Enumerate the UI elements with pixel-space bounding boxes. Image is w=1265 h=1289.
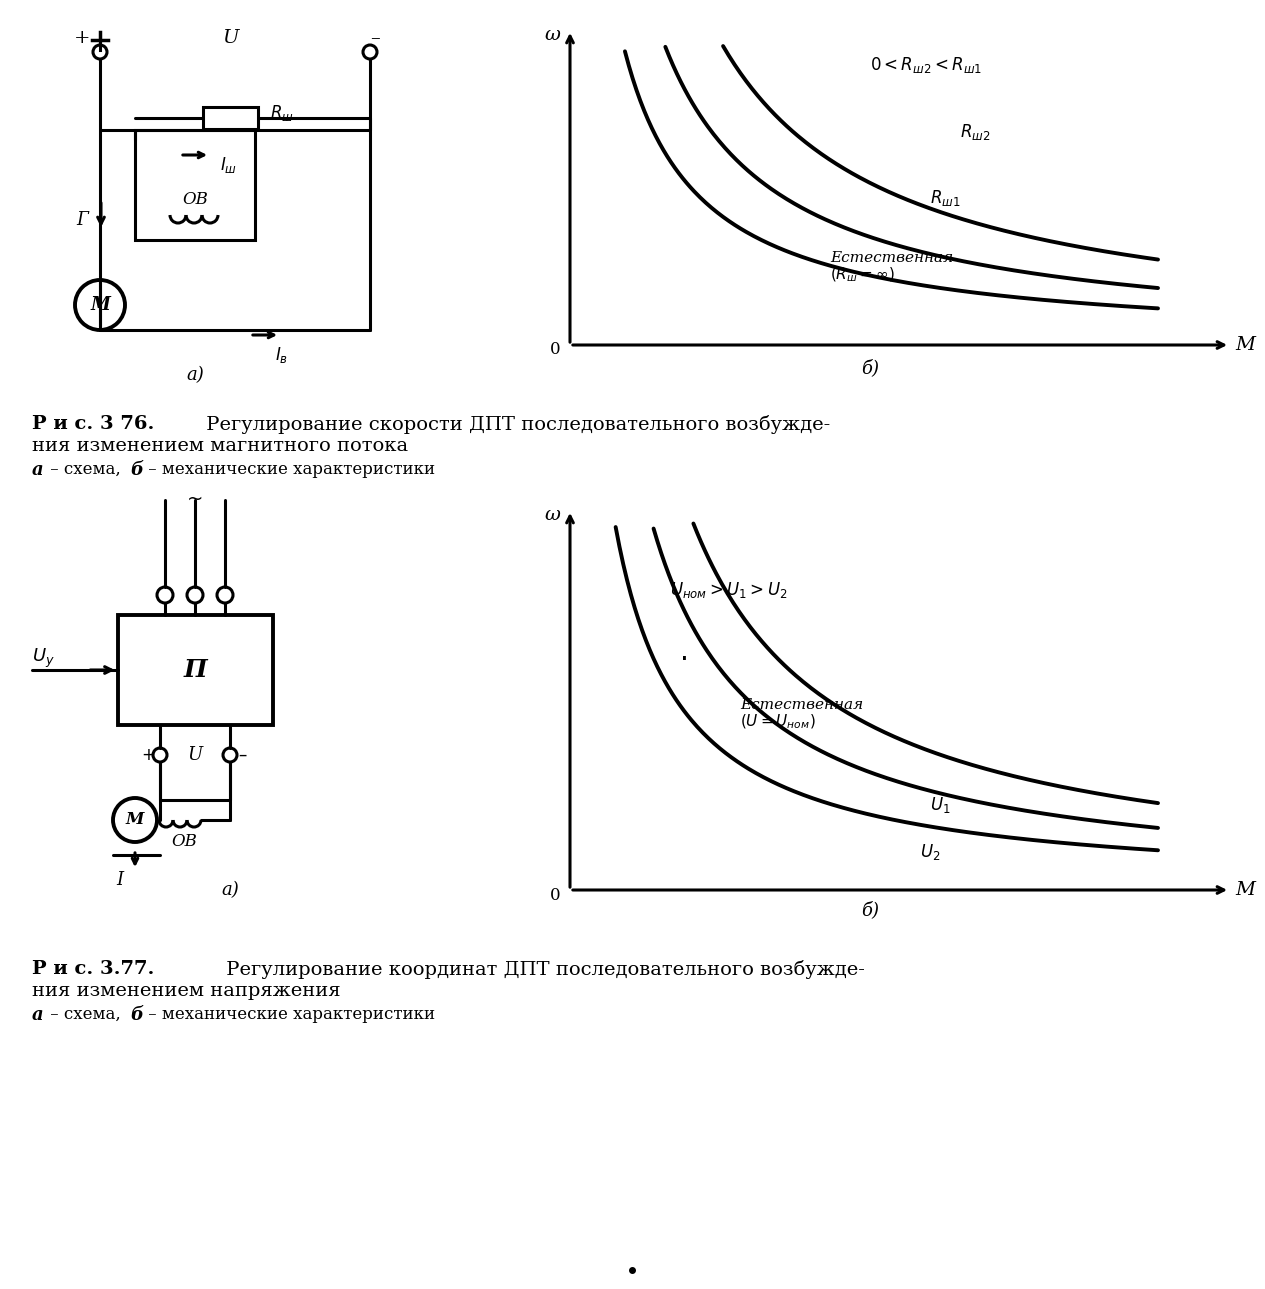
Text: $R_{ш}$: $R_{ш}$ xyxy=(269,103,293,122)
Text: +: + xyxy=(73,28,90,46)
Text: M: M xyxy=(125,812,144,829)
Text: – механические характеристики: – механические характеристики xyxy=(143,1005,435,1023)
Text: ния изменением напряжения: ния изменением напряжения xyxy=(32,982,340,1000)
Text: ω: ω xyxy=(544,26,560,44)
Text: $0 < R_{ш2} < R_{ш1}$: $0 < R_{ш2} < R_{ш1}$ xyxy=(870,55,982,75)
Text: ОВ: ОВ xyxy=(182,192,207,209)
Text: $U_2$: $U_2$ xyxy=(920,842,940,862)
Text: – схема,: – схема, xyxy=(46,461,132,478)
Text: M: M xyxy=(1235,336,1255,354)
Text: $U_у$: $U_у$ xyxy=(32,646,54,669)
Text: $U_{ном} > U_1 > U_2$: $U_{ном} > U_1 > U_2$ xyxy=(670,580,788,599)
Text: M: M xyxy=(90,296,110,315)
Text: б: б xyxy=(130,461,143,480)
Text: ·: · xyxy=(681,646,689,674)
Text: Р и с. 3 76.: Р и с. 3 76. xyxy=(32,415,154,433)
Bar xyxy=(135,130,256,240)
Text: ω: ω xyxy=(544,507,560,525)
Text: $U_1$: $U_1$ xyxy=(930,795,950,815)
Text: –: – xyxy=(238,746,247,764)
Text: – схема,: – схема, xyxy=(46,1005,132,1023)
Text: 0: 0 xyxy=(550,342,560,358)
Text: П: П xyxy=(183,657,206,682)
Bar xyxy=(118,615,272,724)
Text: a: a xyxy=(32,461,43,480)
Text: ~: ~ xyxy=(187,490,204,509)
Text: б): б) xyxy=(861,901,879,919)
Text: Г: Г xyxy=(76,211,89,229)
Text: Естественная: Естественная xyxy=(830,251,954,266)
Text: M: M xyxy=(1235,880,1255,898)
Text: б): б) xyxy=(861,360,879,376)
Bar xyxy=(202,107,258,129)
Text: I: I xyxy=(116,871,124,889)
Text: ОВ: ОВ xyxy=(171,834,197,851)
Text: –: – xyxy=(371,28,380,46)
Text: Р и с. 3.77.: Р и с. 3.77. xyxy=(32,960,154,978)
Text: a: a xyxy=(32,1005,43,1023)
Text: $R_{ш1}$: $R_{ш1}$ xyxy=(930,188,960,208)
Text: U: U xyxy=(187,746,202,764)
Text: +: + xyxy=(142,746,154,764)
Text: Естественная: Естественная xyxy=(740,699,863,712)
Text: $I_{в}$: $I_{в}$ xyxy=(275,345,288,365)
Text: – механические характеристики: – механические характеристики xyxy=(143,461,435,478)
Text: Регулирование скорости ДПТ последовательного возбужде-: Регулирование скорости ДПТ последователь… xyxy=(200,415,830,434)
Text: ния изменением магнитного потока: ния изменением магнитного потока xyxy=(32,437,409,455)
Text: $(R_{ш}=\infty)$: $(R_{ш}=\infty)$ xyxy=(830,266,894,284)
Text: а): а) xyxy=(221,880,239,898)
Text: а): а) xyxy=(186,366,204,384)
Text: $I_{ш}$: $I_{ш}$ xyxy=(220,155,237,175)
Text: 0: 0 xyxy=(550,887,560,904)
Text: U: U xyxy=(221,28,238,46)
Text: $R_{ш2}$: $R_{ш2}$ xyxy=(960,122,990,142)
Text: $(U=U_{ном})$: $(U=U_{ном})$ xyxy=(740,713,816,731)
Text: б: б xyxy=(130,1005,143,1023)
Text: Регулирование координат ДПТ последовательного возбужде-: Регулирование координат ДПТ последовател… xyxy=(220,960,865,980)
